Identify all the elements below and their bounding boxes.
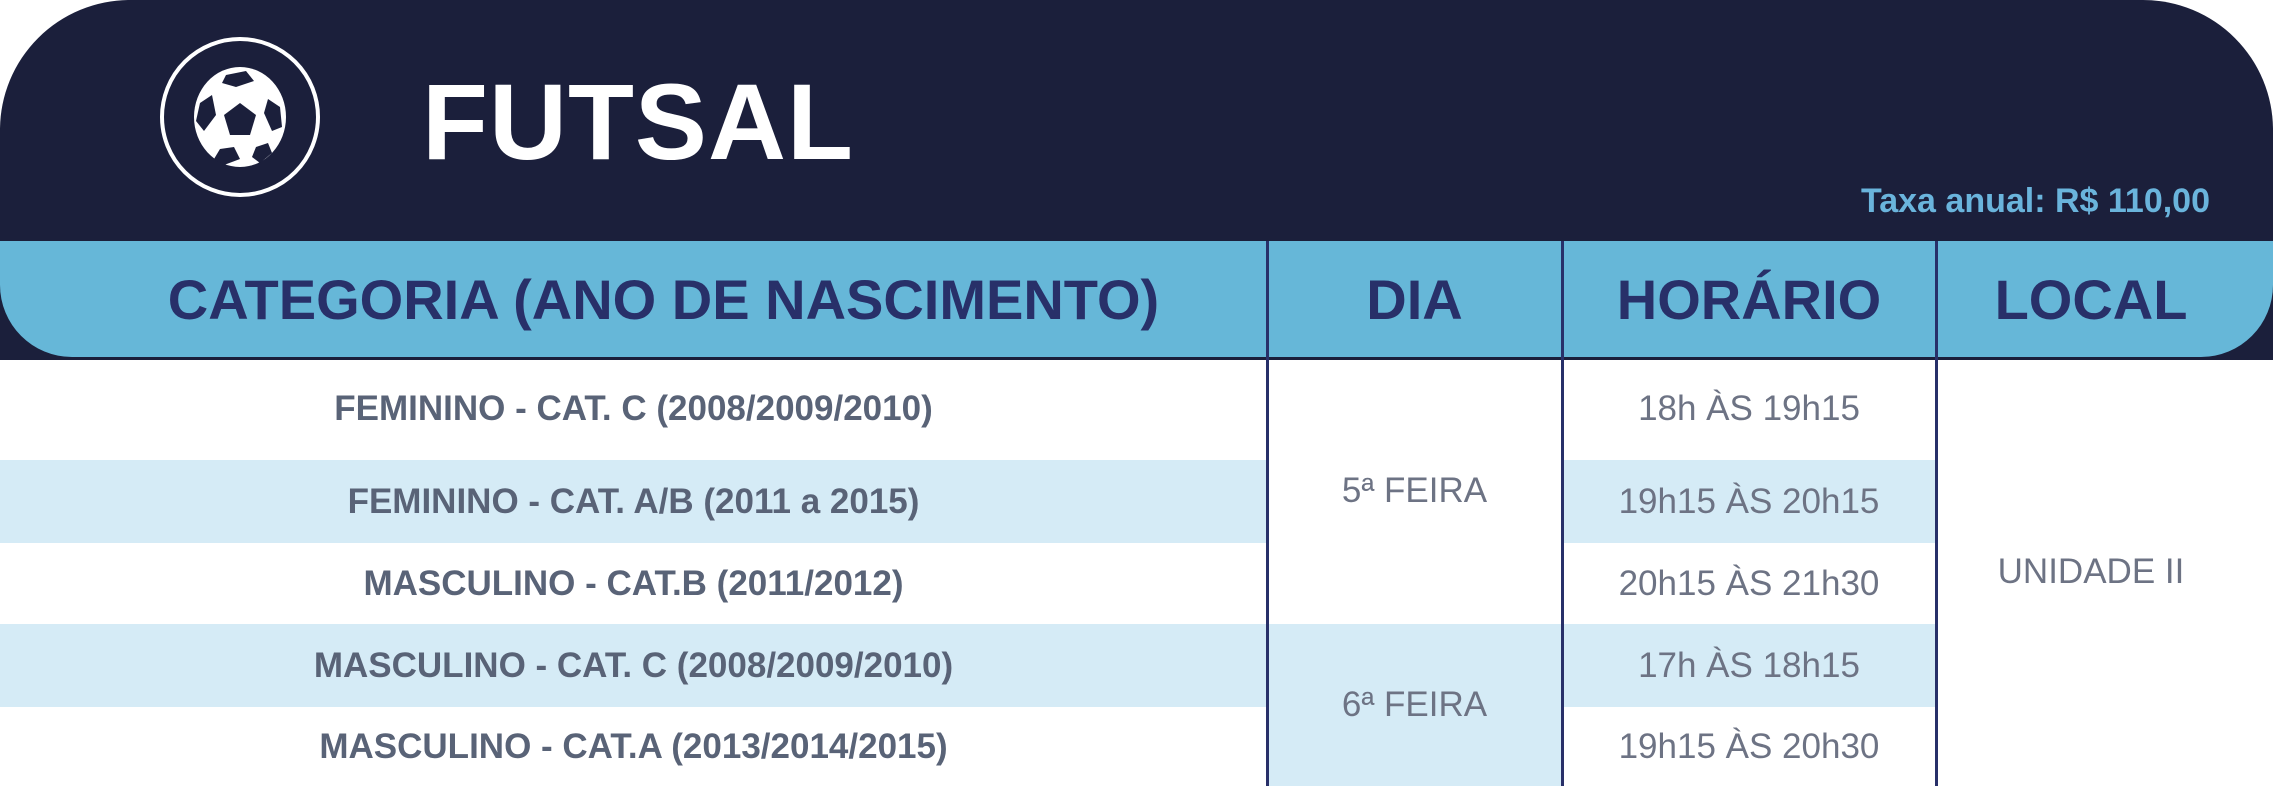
day-cell: 6ª FEIRA: [1267, 624, 1562, 786]
column-divider: [1266, 241, 1269, 786]
annual-fee: Taxa anual: R$ 110,00: [1860, 182, 2210, 220]
column-divider: [1935, 241, 1938, 786]
time-cell: 19h15 ÀS 20h15: [1562, 460, 1936, 543]
column-header-local: LOCAL: [1994, 267, 2188, 331]
page-title: FUTSAL: [422, 61, 854, 182]
time-cell: 18h ÀS 19h15: [1638, 388, 1860, 428]
column-divider: [1561, 241, 1564, 786]
local-cell: UNIDADE II: [1997, 551, 2185, 591]
column-header-categoria: CATEGORIA (ANO DE NASCIMENTO): [167, 267, 1160, 331]
table-row-category: FEMININO - CAT. C (2008/2009/2010): [334, 388, 933, 428]
table-row-category: MASCULINO - CAT. C (2008/2009/2010): [0, 624, 1267, 707]
time-cell: 17h ÀS 18h15: [1562, 624, 1936, 707]
table-row-category: MASCULINO - CAT.A (2013/2014/2015): [319, 726, 948, 766]
table-row-category: MASCULINO - CAT.B (2011/2012): [363, 563, 904, 603]
day-cell: 5ª FEIRA: [1341, 470, 1488, 510]
column-header-horario: HORÁRIO: [1616, 267, 1882, 331]
time-cell: 19h15 ÀS 20h30: [1618, 726, 1880, 766]
time-cell: 20h15 ÀS 21h30: [1618, 563, 1880, 603]
table-header-row: [0, 241, 2273, 357]
soccer-ball-icon: [160, 37, 320, 197]
column-header-dia: DIA: [1366, 267, 1463, 331]
table-row-category: FEMININO - CAT. A/B (2011 a 2015): [0, 460, 1267, 543]
